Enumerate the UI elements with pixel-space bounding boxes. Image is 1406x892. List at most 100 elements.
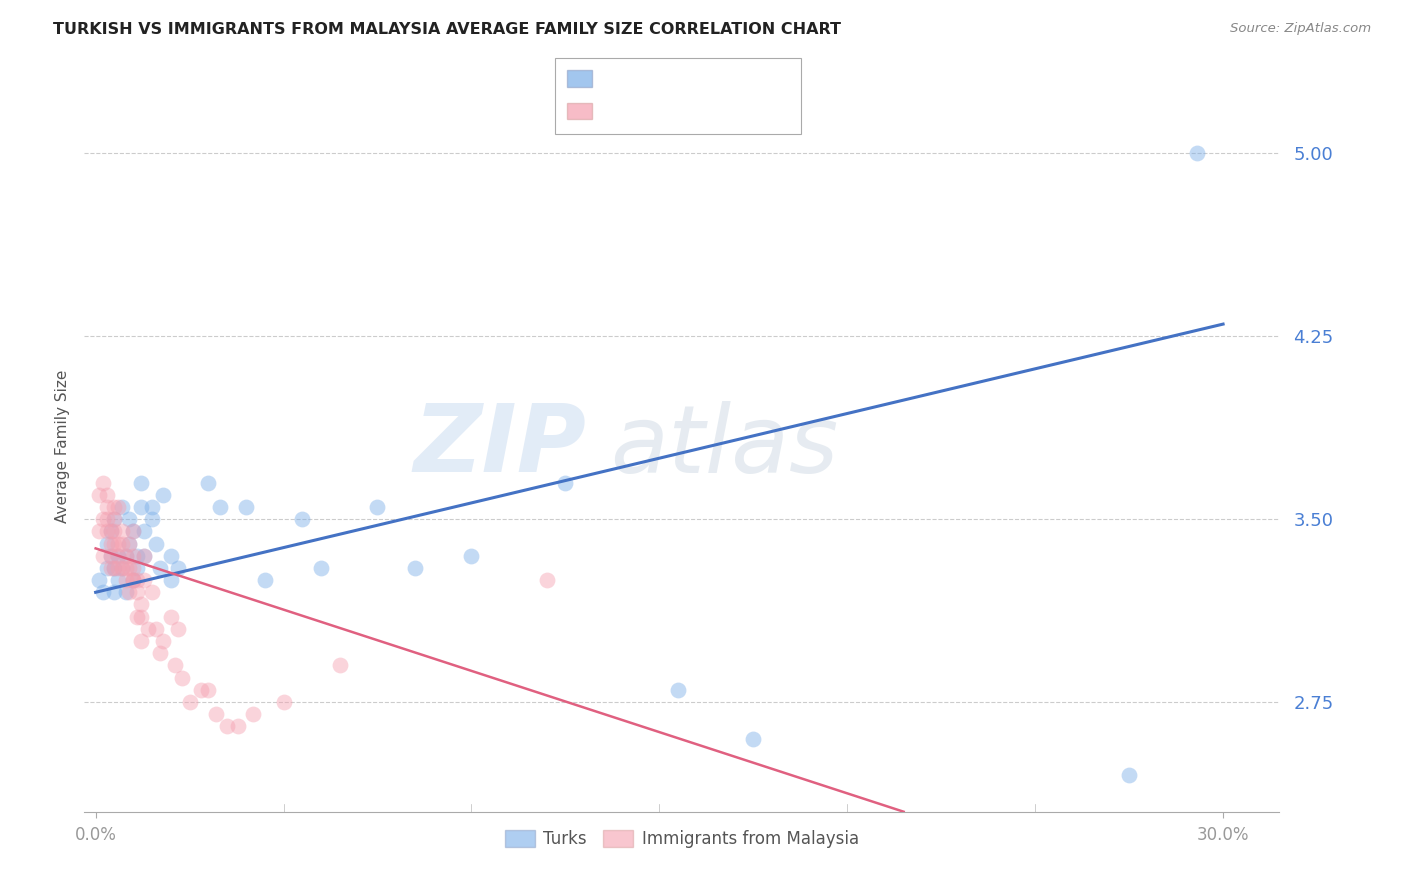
Point	[89, 488, 111, 502]
Point	[666, 682, 689, 697]
Point	[125, 573, 148, 587]
Point	[136, 622, 159, 636]
Point	[96, 488, 118, 502]
Point	[1185, 146, 1208, 161]
Point	[197, 475, 219, 490]
Text: atlas: atlas	[610, 401, 838, 491]
Point	[228, 719, 250, 733]
Point	[167, 561, 190, 575]
Point	[114, 585, 136, 599]
Point	[190, 682, 212, 697]
Point	[129, 609, 152, 624]
Point	[114, 561, 136, 575]
Point	[114, 549, 136, 563]
Point	[235, 500, 257, 514]
Point	[291, 512, 314, 526]
Point	[742, 731, 765, 746]
Point	[100, 549, 122, 563]
Text: R =  -0.515   N = 63: R = -0.515 N = 63	[600, 102, 769, 120]
Point	[122, 573, 145, 587]
Point	[103, 561, 125, 575]
Point	[107, 549, 129, 563]
Text: Source: ZipAtlas.com: Source: ZipAtlas.com	[1230, 22, 1371, 36]
Point	[404, 561, 426, 575]
Point	[103, 536, 125, 550]
Point	[118, 536, 141, 550]
Point	[91, 549, 114, 563]
Text: ZIP: ZIP	[413, 400, 586, 492]
Point	[197, 682, 219, 697]
Point	[179, 695, 201, 709]
Point	[89, 573, 111, 587]
Y-axis label: Average Family Size: Average Family Size	[55, 369, 70, 523]
Point	[159, 609, 181, 624]
Point	[122, 524, 145, 539]
Point	[159, 549, 181, 563]
Point	[148, 646, 170, 660]
Point	[536, 573, 558, 587]
Point	[103, 524, 125, 539]
Point	[273, 695, 295, 709]
Point	[107, 536, 129, 550]
Point	[111, 536, 134, 550]
Point	[141, 585, 163, 599]
Point	[167, 622, 190, 636]
Point	[253, 573, 276, 587]
Point	[118, 585, 141, 599]
Point	[129, 598, 152, 612]
Point	[96, 500, 118, 514]
Point	[96, 524, 118, 539]
Point	[460, 549, 482, 563]
Point	[145, 536, 167, 550]
Point	[134, 573, 156, 587]
Point	[107, 561, 129, 575]
Point	[1118, 768, 1140, 782]
Point	[103, 500, 125, 514]
Point	[129, 475, 152, 490]
Point	[103, 512, 125, 526]
Legend: Turks, Immigrants from Malaysia: Turks, Immigrants from Malaysia	[498, 823, 866, 855]
Point	[125, 561, 148, 575]
Point	[91, 512, 114, 526]
Point	[152, 634, 174, 648]
Point	[170, 671, 193, 685]
Point	[125, 549, 148, 563]
Point	[103, 561, 125, 575]
Point	[107, 500, 129, 514]
Point	[89, 524, 111, 539]
Point	[125, 585, 148, 599]
Point	[96, 561, 118, 575]
Point	[107, 549, 129, 563]
Point	[122, 524, 145, 539]
Point	[134, 524, 156, 539]
Point	[103, 512, 125, 526]
Point	[91, 475, 114, 490]
Text: TURKISH VS IMMIGRANTS FROM MALAYSIA AVERAGE FAMILY SIZE CORRELATION CHART: TURKISH VS IMMIGRANTS FROM MALAYSIA AVER…	[53, 22, 841, 37]
Point	[125, 609, 148, 624]
Point	[118, 512, 141, 526]
Point	[107, 573, 129, 587]
Point	[163, 658, 186, 673]
Point	[96, 512, 118, 526]
Point	[217, 719, 239, 733]
Text: R =  0.445   N = 47: R = 0.445 N = 47	[600, 70, 762, 87]
Point	[100, 524, 122, 539]
Point	[148, 561, 170, 575]
Point	[134, 549, 156, 563]
Point	[208, 500, 231, 514]
Point	[114, 573, 136, 587]
Point	[111, 561, 134, 575]
Point	[205, 707, 228, 722]
Point	[159, 573, 181, 587]
Point	[111, 524, 134, 539]
Point	[122, 573, 145, 587]
Point	[242, 707, 264, 722]
Point	[114, 549, 136, 563]
Point	[129, 500, 152, 514]
Point	[141, 500, 163, 514]
Point	[134, 549, 156, 563]
Point	[100, 561, 122, 575]
Point	[103, 585, 125, 599]
Point	[111, 561, 134, 575]
Point	[141, 512, 163, 526]
